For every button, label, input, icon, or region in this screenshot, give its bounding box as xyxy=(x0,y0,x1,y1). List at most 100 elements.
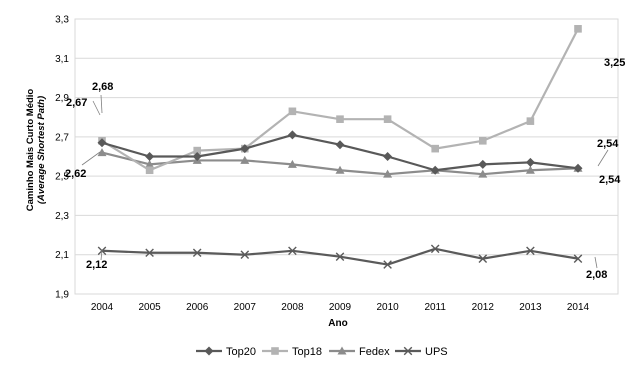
legend-marker-fedex xyxy=(337,346,347,355)
series-line-top20 xyxy=(101,133,579,172)
data-point-ups-stroke xyxy=(192,248,202,258)
data-point-top20 xyxy=(192,152,202,161)
annotation-leader-line xyxy=(100,94,103,114)
y-axis-label-subtitle: (Average Shortest Path) xyxy=(36,96,47,204)
data-point-ups xyxy=(192,248,202,258)
data-point-top20 xyxy=(145,152,155,161)
legend-item-top18: Top18 xyxy=(262,346,322,358)
axis-labels: Ano Caminho Mais Curto Médio (Average Sh… xyxy=(25,89,348,329)
data-point-top18 xyxy=(431,144,439,153)
legend-marker-ups xyxy=(403,346,413,356)
data-point-ups-stroke xyxy=(240,250,250,260)
data-point-top20 xyxy=(478,159,488,169)
data-point-ups xyxy=(288,246,297,256)
series-ups xyxy=(97,244,583,269)
legend-marker-top20 xyxy=(204,346,214,356)
legend-label-fedex: Fedex xyxy=(359,346,390,358)
x-tick-label: 2012 xyxy=(472,302,495,313)
legend-label-top20: Top20 xyxy=(226,346,256,358)
data-point-top20 xyxy=(240,144,250,154)
data-point-top20 xyxy=(335,140,345,150)
series-top18 xyxy=(98,25,582,175)
data-point-top18 xyxy=(526,117,535,125)
data-point-fedex xyxy=(478,169,488,178)
data-point-top18 xyxy=(145,166,154,175)
legend-marker-ups-stroke xyxy=(403,346,413,356)
data-point-top18 xyxy=(193,146,201,155)
data-label: 2,68 xyxy=(92,81,113,93)
data-label: 2,12 xyxy=(86,259,107,271)
annotation-leader-line xyxy=(594,256,598,269)
data-point-top20 xyxy=(573,163,583,173)
annotation-leader-line xyxy=(92,100,101,116)
data-point-ups-stroke xyxy=(526,246,535,256)
legend-item-fedex: Fedex xyxy=(329,346,390,358)
legend-item-ups: UPS xyxy=(395,346,448,358)
data-point-ups xyxy=(383,260,392,269)
annotation-leader-line xyxy=(81,151,101,166)
y-tick-label: 2,3 xyxy=(55,211,69,222)
x-tick-label: 2009 xyxy=(329,302,352,313)
data-point-ups-stroke xyxy=(145,248,154,258)
data-point-top18 xyxy=(479,136,487,145)
data-point-top20 xyxy=(430,165,440,175)
data-point-top20 xyxy=(97,138,107,148)
data-point-ups xyxy=(526,246,535,256)
data-point-ups xyxy=(240,250,250,260)
data-point-ups xyxy=(145,248,154,258)
data-point-top20 xyxy=(287,130,297,140)
y-tick-label: 2,7 xyxy=(55,132,69,143)
data-label: 2,62 xyxy=(65,168,86,180)
data-label: 2,08 xyxy=(586,269,607,281)
series-lines xyxy=(97,25,583,269)
data-point-ups xyxy=(430,244,440,254)
annotation-leader-line xyxy=(597,149,609,167)
x-tick-label: 2007 xyxy=(234,302,257,313)
x-tick-label: 2013 xyxy=(519,302,542,313)
y-tick-label: 2,1 xyxy=(55,250,69,261)
data-label: 3,25 xyxy=(604,57,625,69)
data-point-fedex xyxy=(145,159,155,168)
data-point-ups xyxy=(573,254,583,263)
data-point-top18 xyxy=(574,25,582,33)
y-tick-label: 2,9 xyxy=(55,93,69,104)
y-tick-label: 3,3 xyxy=(55,15,69,26)
x-tick-label: 2005 xyxy=(138,302,161,313)
x-tick-label: 2010 xyxy=(376,302,399,313)
data-point-ups-stroke xyxy=(430,244,440,254)
data-label: 2,67 xyxy=(66,97,87,109)
data-point-top18 xyxy=(288,107,297,116)
legend-label-top18: Top18 xyxy=(292,346,322,358)
data-annotations: 2,68 2,67 2,62 3,25 2,54 2,54 2,12 2,08 xyxy=(65,57,625,281)
legend-label-ups: UPS xyxy=(425,346,448,358)
data-point-fedex xyxy=(97,148,107,157)
data-point-ups xyxy=(478,254,488,263)
data-point-fedex xyxy=(287,159,297,168)
y-tick-label: 3,1 xyxy=(55,54,69,65)
data-label: 2,54 xyxy=(599,174,621,186)
data-point-fedex xyxy=(383,169,393,178)
legend-marker-top18 xyxy=(271,347,279,355)
legend: Top20 Top18 Fedex UPS xyxy=(196,346,448,358)
legend-item-top20: Top20 xyxy=(196,346,256,358)
data-point-top18 xyxy=(383,115,392,123)
y-axis-label: Caminho Mais Curto Médio xyxy=(25,89,36,212)
data-point-top20 xyxy=(383,152,393,161)
data-point-top18 xyxy=(336,115,344,123)
data-point-ups-stroke xyxy=(478,254,488,263)
x-tick-label: 2008 xyxy=(281,302,304,313)
axes: 1,9 2,1 2,3 2,5 2,7 2,9 3,1 3,3 2004 2005 2006 2007… xyxy=(55,15,589,314)
data-point-ups-stroke xyxy=(335,252,345,261)
data-point-ups xyxy=(335,252,345,261)
x-axis-label: Ano xyxy=(328,318,347,329)
data-point-fedex xyxy=(335,165,345,174)
x-tick-label: 2014 xyxy=(567,302,590,313)
annotation-leader-line xyxy=(100,249,103,261)
data-point-ups-stroke xyxy=(573,254,583,263)
series-top20 xyxy=(97,130,583,175)
x-tick-label: 2006 xyxy=(186,302,209,313)
data-point-fedex xyxy=(525,165,535,174)
data-point-top20 xyxy=(525,157,535,167)
